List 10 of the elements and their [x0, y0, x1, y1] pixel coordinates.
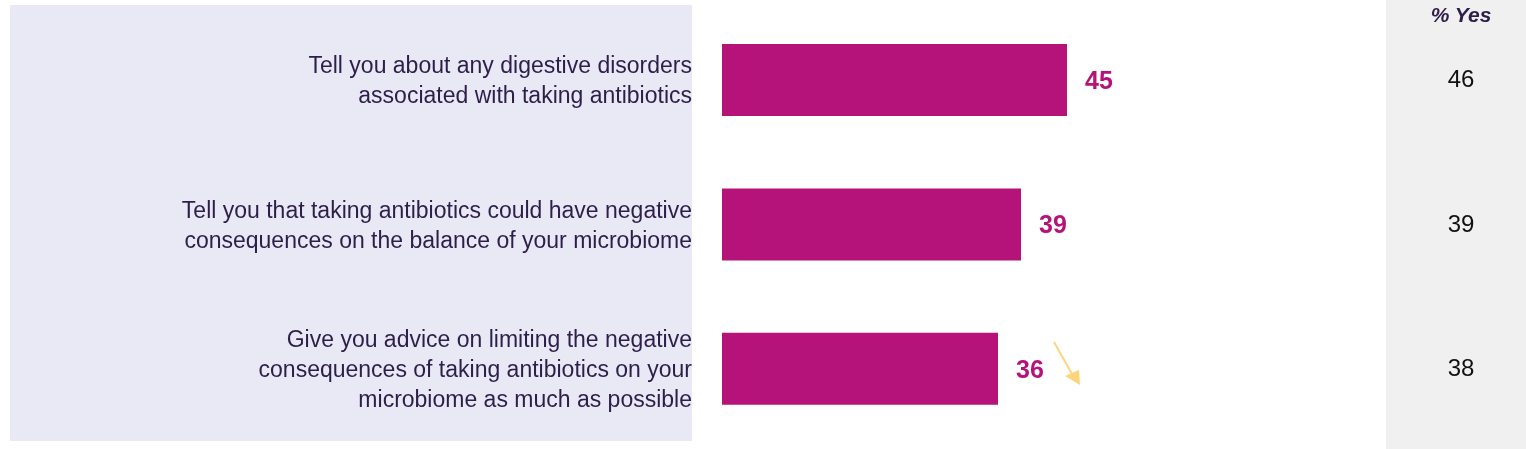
y-tick-label: Give you advice on limiting the negative consequences of taking antibiotics on your microbiome as much as possible [258, 325, 693, 412]
text: 39 [1446, 208, 1476, 239]
data-label: 39 [1039, 210, 1067, 239]
data-label: 45 [1085, 65, 1113, 94]
y-tick-label: Tell you about any digestive disorders associated with taking antibiotics [308, 52, 692, 109]
y-tick-label: Tell you that taking antibiotics could have negative consequences on the balance of your microbiome [181, 196, 692, 253]
text: 46 [1446, 64, 1476, 95]
data-label: 36 [1016, 354, 1044, 383]
text: % Yes [1429, 2, 1493, 28]
text: 38 [1446, 352, 1476, 383]
